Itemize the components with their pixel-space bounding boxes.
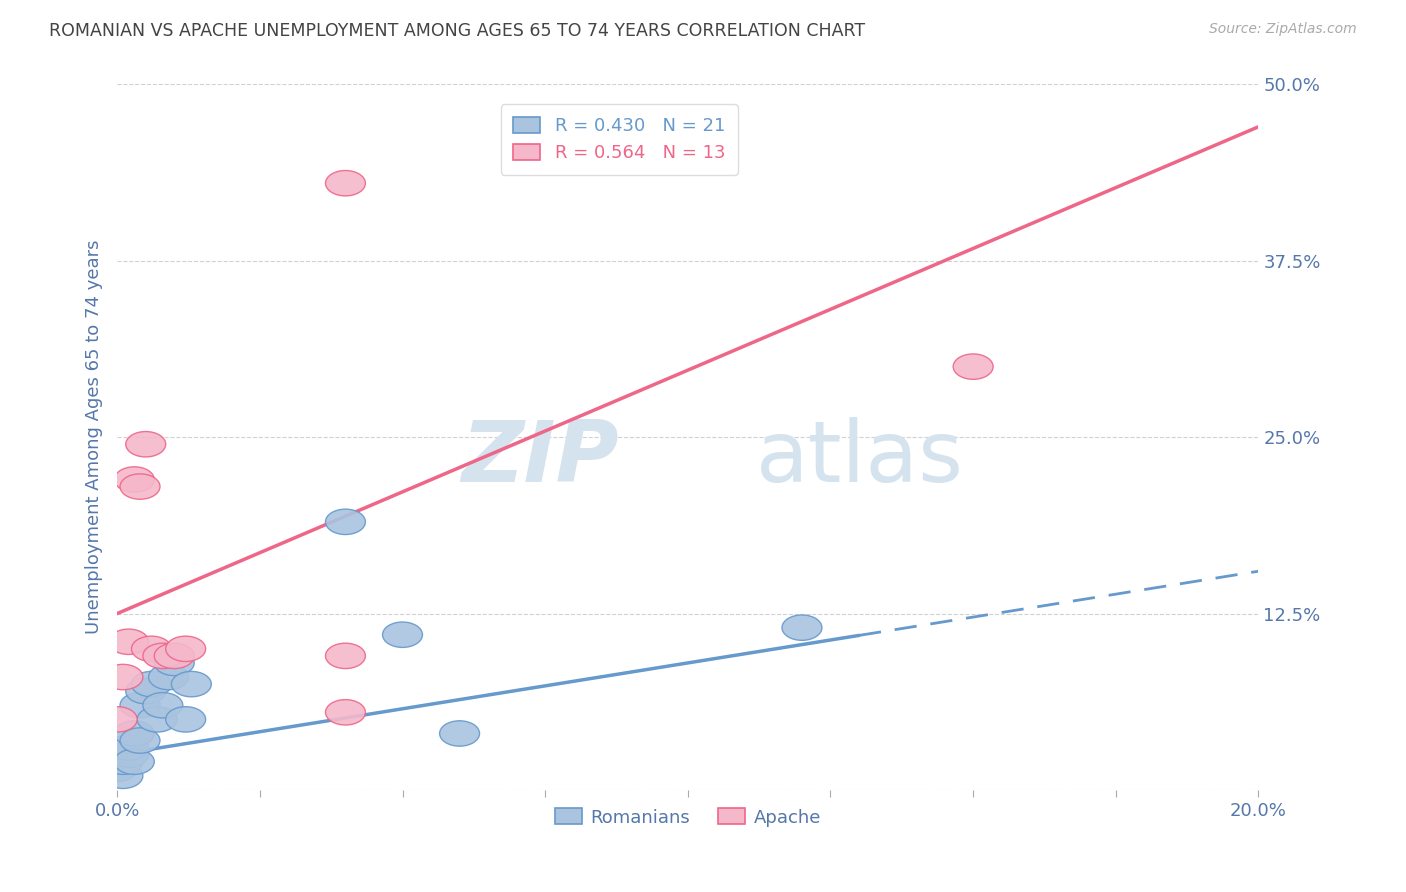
Ellipse shape (782, 615, 823, 640)
Ellipse shape (172, 672, 211, 697)
Ellipse shape (103, 764, 143, 789)
Legend: Romanians, Apache: Romanians, Apache (547, 801, 828, 834)
Text: Source: ZipAtlas.com: Source: ZipAtlas.com (1209, 22, 1357, 37)
Ellipse shape (325, 643, 366, 669)
Ellipse shape (166, 706, 205, 732)
Ellipse shape (120, 728, 160, 753)
Ellipse shape (382, 622, 422, 648)
Ellipse shape (103, 665, 143, 690)
Ellipse shape (103, 749, 143, 774)
Ellipse shape (108, 742, 149, 767)
Ellipse shape (114, 467, 155, 492)
Ellipse shape (155, 643, 194, 669)
Ellipse shape (114, 749, 155, 774)
Ellipse shape (325, 509, 366, 534)
Ellipse shape (149, 665, 188, 690)
Text: ROMANIAN VS APACHE UNEMPLOYMENT AMONG AGES 65 TO 74 YEARS CORRELATION CHART: ROMANIAN VS APACHE UNEMPLOYMENT AMONG AG… (49, 22, 865, 40)
Ellipse shape (97, 756, 138, 781)
Ellipse shape (143, 692, 183, 718)
Ellipse shape (440, 721, 479, 747)
Ellipse shape (155, 650, 194, 675)
Ellipse shape (166, 636, 205, 662)
Ellipse shape (120, 692, 160, 718)
Ellipse shape (125, 432, 166, 457)
Ellipse shape (131, 636, 172, 662)
Ellipse shape (325, 170, 366, 196)
Ellipse shape (108, 629, 149, 655)
Ellipse shape (114, 721, 155, 747)
Ellipse shape (97, 706, 138, 732)
Ellipse shape (953, 354, 993, 379)
Ellipse shape (143, 643, 183, 669)
Ellipse shape (138, 706, 177, 732)
Ellipse shape (131, 672, 172, 697)
Y-axis label: Unemployment Among Ages 65 to 74 years: Unemployment Among Ages 65 to 74 years (86, 240, 103, 634)
Ellipse shape (120, 474, 160, 500)
Ellipse shape (108, 735, 149, 760)
Ellipse shape (125, 679, 166, 704)
Text: atlas: atlas (756, 417, 965, 500)
Text: ZIP: ZIP (461, 417, 620, 500)
Ellipse shape (325, 699, 366, 725)
